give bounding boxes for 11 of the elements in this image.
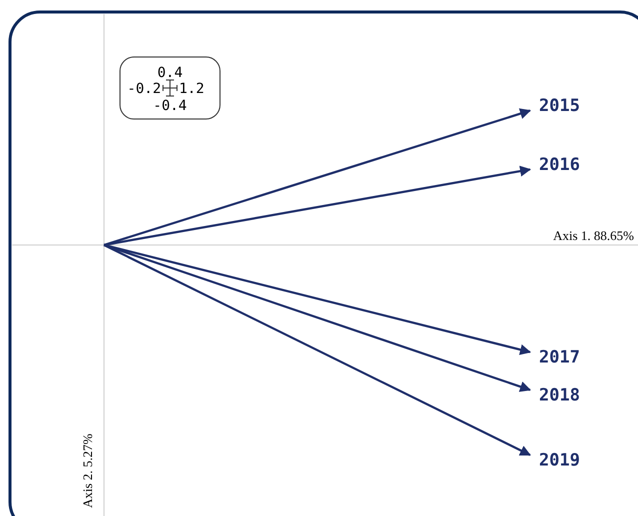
series-label: 2019 (539, 450, 580, 471)
series-label: 2015 (539, 96, 580, 116)
text: 1.2 (179, 81, 204, 97)
annotation: Axis 1. 88.65% (553, 228, 634, 243)
annotation: -0.4 (153, 98, 187, 114)
series-label: 2017 (539, 348, 580, 368)
series-label: 2016 (539, 155, 580, 176)
text: -0.2 (127, 81, 161, 97)
text: 0.4 (157, 65, 183, 81)
annotation: Axis 2. 5.27% (80, 433, 95, 508)
series-label: 2018 (539, 386, 580, 406)
